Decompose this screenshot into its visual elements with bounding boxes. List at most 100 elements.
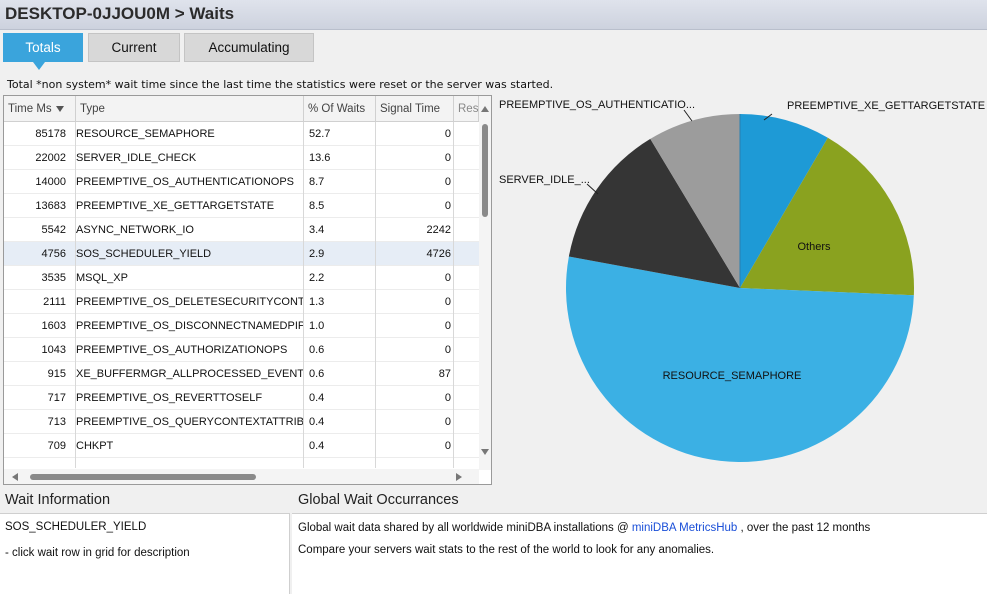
waits-grid[interactable]: Time Ms Type % Of Waits Signal Time Res … xyxy=(3,95,492,485)
time-ms-cell: 85178 xyxy=(35,128,66,140)
table-row[interactable]: 709 CHKPT 0.4 0 xyxy=(4,434,479,458)
vertical-scroll-thumb[interactable] xyxy=(482,124,488,217)
wait-info-hint: - click wait row in grid for description xyxy=(5,547,190,559)
pie-labels: PREEMPTIVE_XE_GETTARGETSTATE Others RESOUR… xyxy=(499,99,985,382)
table-row[interactable]: 13683 PREEMPTIVE_XE_GETTARGETSTATE 8.5 0 xyxy=(4,194,479,218)
table-row[interactable]: 915 XE_BUFFERMGR_ALLPROCESSED_EVENT 0.6 87 xyxy=(4,362,479,386)
pct-cell: 0.6 xyxy=(309,344,325,356)
time-ms-cell: 13683 xyxy=(35,200,66,212)
type-cell: PREEMPTIVE_OS_AUTHENTICATIONOPS xyxy=(76,176,295,188)
table-row[interactable]: 717 PREEMPTIVE_OS_REVERTTOSELF 0.4 0 xyxy=(4,386,479,410)
signal-time-cell: 0 xyxy=(444,200,451,212)
global-wait-title: Global Wait Occurrances xyxy=(298,492,459,508)
pie-slice xyxy=(568,138,740,288)
pct-cell: 2.2 xyxy=(309,272,325,284)
pie-slice-label: Others xyxy=(797,241,831,253)
pct-cell: 13.6 xyxy=(309,152,331,164)
scroll-left-icon[interactable] xyxy=(12,473,18,481)
pie-slice xyxy=(740,137,914,296)
type-cell: PREEMPTIVE_OS_DELETESECURITYCONTEXT xyxy=(76,296,304,308)
pie-slice-label: SERVER_IDLE_... xyxy=(499,174,590,186)
time-ms-cell: 717 xyxy=(47,392,66,404)
column-divider xyxy=(453,122,454,468)
signal-time-cell: 2242 xyxy=(426,224,451,236)
metricshub-link[interactable]: miniDBA MetricsHub xyxy=(631,522,738,534)
tab-totals[interactable]: Totals xyxy=(3,33,83,62)
time-ms-cell: 14000 xyxy=(35,176,66,188)
horizontal-scroll-thumb[interactable] xyxy=(30,474,256,480)
global-wait-panel: Global wait data shared by all worldwide… xyxy=(292,513,987,594)
time-ms-cell: 5542 xyxy=(41,224,66,236)
type-cell: PREEMPTIVE_OS_REVERTTOSELF xyxy=(76,392,263,404)
table-row[interactable]: 1603 PREEMPTIVE_OS_DISCONNECTNAMEDPIPE 1.0… xyxy=(4,314,479,338)
table-row[interactable]: 14000 PREEMPTIVE_OS_AUTHENTICATIONOPS 8.7 0 xyxy=(4,170,479,194)
pct-cell: 0.4 xyxy=(309,440,325,452)
description-text: Total *non system* wait time since the l… xyxy=(7,78,554,91)
column-header-res[interactable]: Res xyxy=(454,96,479,122)
pie-leader-line xyxy=(683,109,693,122)
signal-time-cell: 0 xyxy=(444,176,451,188)
vertical-scrollbar[interactable] xyxy=(479,96,491,470)
time-ms-cell: 709 xyxy=(47,440,66,452)
pie-leader-line xyxy=(586,183,599,195)
type-cell: PREEMPTIVE_OS_DISCONNECTNAMEDPIPE xyxy=(76,320,304,332)
table-row[interactable]: 1043 PREEMPTIVE_OS_AUTHORIZATIONOPS 0.6 0 xyxy=(4,338,479,362)
wait-information-title: Wait Information xyxy=(5,492,111,508)
type-cell: SOS_SCHEDULER_YIELD xyxy=(76,248,212,260)
column-header-signal-time[interactable]: Signal Time xyxy=(376,96,454,122)
column-header-type[interactable]: Type xyxy=(76,96,304,122)
signal-time-cell: 0 xyxy=(444,392,451,404)
scroll-down-icon[interactable] xyxy=(481,449,489,455)
scroll-right-icon[interactable] xyxy=(456,473,462,481)
table-row[interactable]: 22002 SERVER_IDLE_CHECK 13.6 0 xyxy=(4,146,479,170)
selected-wait-name: SOS_SCHEDULER_YIELD xyxy=(5,521,147,533)
column-header-pct-of-waits[interactable]: % Of Waits xyxy=(304,96,376,122)
global-wait-line2: Compare your servers wait stats to the r… xyxy=(298,544,715,556)
column-header-time-ms[interactable]: Time Ms xyxy=(4,96,76,122)
table-row[interactable]: 4756 SOS_SCHEDULER_YIELD 2.9 4726 xyxy=(4,242,479,266)
table-row[interactable]: 3535 MSQL_XP 2.2 0 xyxy=(4,266,479,290)
pct-cell: 2.9 xyxy=(309,248,325,260)
type-cell: ASYNC_NETWORK_IO xyxy=(76,224,194,236)
signal-time-cell: 4726 xyxy=(426,248,451,260)
pct-cell: 52.7 xyxy=(309,128,331,140)
grid-header: Time Ms Type % Of Waits Signal Time Res xyxy=(4,96,479,122)
global-wait-line1: Global wait data shared by all worldwide… xyxy=(298,522,870,534)
pie-leader-line xyxy=(763,113,773,121)
time-ms-cell: 2111 xyxy=(43,296,66,308)
pie-slice xyxy=(566,256,914,462)
type-cell: CHKPT xyxy=(76,440,114,452)
tab-accumulating[interactable]: Accumulating xyxy=(184,33,314,62)
signal-time-cell: 0 xyxy=(444,128,451,140)
signal-time-cell: 87 xyxy=(438,368,451,380)
wait-information-panel: SOS_SCHEDULER_YIELD - click wait row in … xyxy=(0,513,290,594)
pie-slice-label: PREEMPTIVE_OS_AUTHENTICATIO... xyxy=(499,99,695,111)
horizontal-scrollbar[interactable] xyxy=(4,469,479,484)
pct-cell: 3.4 xyxy=(309,224,325,236)
type-cell: PREEMPTIVE_OS_QUERYCONTEXTATTRIBUTES xyxy=(76,416,304,428)
type-cell: PREEMPTIVE_XE_GETTARGETSTATE xyxy=(76,200,275,212)
time-ms-cell: 713 xyxy=(47,416,66,428)
time-ms-cell: 915 xyxy=(47,368,66,380)
time-ms-cell: 4756 xyxy=(41,248,66,260)
pie-slice xyxy=(650,114,740,288)
title-bar: DESKTOP-0JJOU0M > Waits xyxy=(0,0,987,30)
time-ms-cell: 1603 xyxy=(41,320,66,332)
pct-cell: 8.5 xyxy=(309,200,325,212)
scroll-up-icon[interactable] xyxy=(481,106,489,112)
signal-time-cell: 0 xyxy=(444,296,451,308)
signal-time-cell: 0 xyxy=(444,440,451,452)
pct-cell: 1.0 xyxy=(309,320,325,332)
time-ms-cell: 3535 xyxy=(41,272,66,284)
table-row[interactable]: 713 PREEMPTIVE_OS_QUERYCONTEXTATTRIBUTES 0… xyxy=(4,410,479,434)
pct-cell: 0.4 xyxy=(309,392,325,404)
table-row[interactable]: 5542 ASYNC_NETWORK_IO 3.4 2242 xyxy=(4,218,479,242)
column-header-label: Time Ms xyxy=(8,103,52,115)
tab-current[interactable]: Current xyxy=(88,33,180,62)
wait-pie-chart: PREEMPTIVE_XE_GETTARGETSTATE Others RESOUR… xyxy=(499,99,985,462)
signal-time-cell: 0 xyxy=(444,416,451,428)
table-row[interactable]: 85178 RESOURCE_SEMAPHORE 52.7 0 xyxy=(4,122,479,146)
table-row[interactable]: 2111 PREEMPTIVE_OS_DELETESECURITYCONTEXT 1… xyxy=(4,290,479,314)
pie-slices xyxy=(566,114,914,462)
global-wait-line1-suffix: , over the past 12 months xyxy=(737,522,871,534)
